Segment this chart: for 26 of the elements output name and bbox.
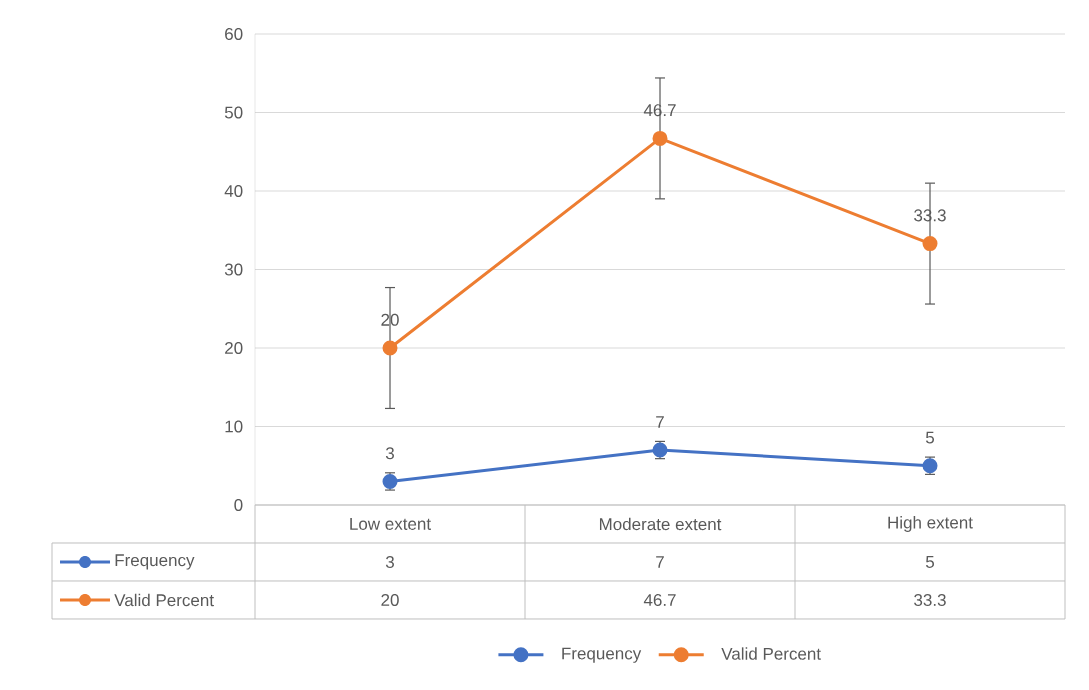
legend-label: Frequency bbox=[562, 647, 642, 663]
x-tick-label: Low extent bbox=[350, 518, 431, 530]
y-tick-label: 10 bbox=[225, 420, 243, 433]
y-tick-label: 50 bbox=[224, 106, 243, 119]
text: 3 bbox=[385, 447, 394, 460]
legend-label: Valid Percent bbox=[721, 647, 821, 660]
x-tick-label: High extent bbox=[888, 516, 973, 532]
point bbox=[652, 130, 668, 146]
point bbox=[922, 236, 938, 252]
data-label: 3 bbox=[385, 555, 394, 569]
text: Frequency bbox=[115, 554, 195, 570]
data-label: 46.7 bbox=[643, 593, 676, 607]
point bbox=[382, 340, 398, 356]
y-tick-label: 40 bbox=[224, 184, 243, 198]
y-tick-label: 0 bbox=[234, 498, 243, 512]
data-label: 5 bbox=[925, 556, 935, 568]
text: Valid Percent bbox=[114, 593, 214, 607]
text: 5 bbox=[925, 431, 935, 444]
y-tick-label: 30 bbox=[224, 263, 243, 276]
data-label: 33.3 bbox=[914, 593, 946, 607]
y-tick-label: 20 bbox=[225, 341, 243, 355]
data-label: 20 bbox=[381, 593, 399, 607]
x-tick-label: Moderate extent bbox=[599, 517, 722, 531]
data-label: 7 bbox=[656, 556, 664, 568]
y-tick-label: 60 bbox=[225, 27, 243, 41]
text: 7 bbox=[656, 416, 664, 428]
